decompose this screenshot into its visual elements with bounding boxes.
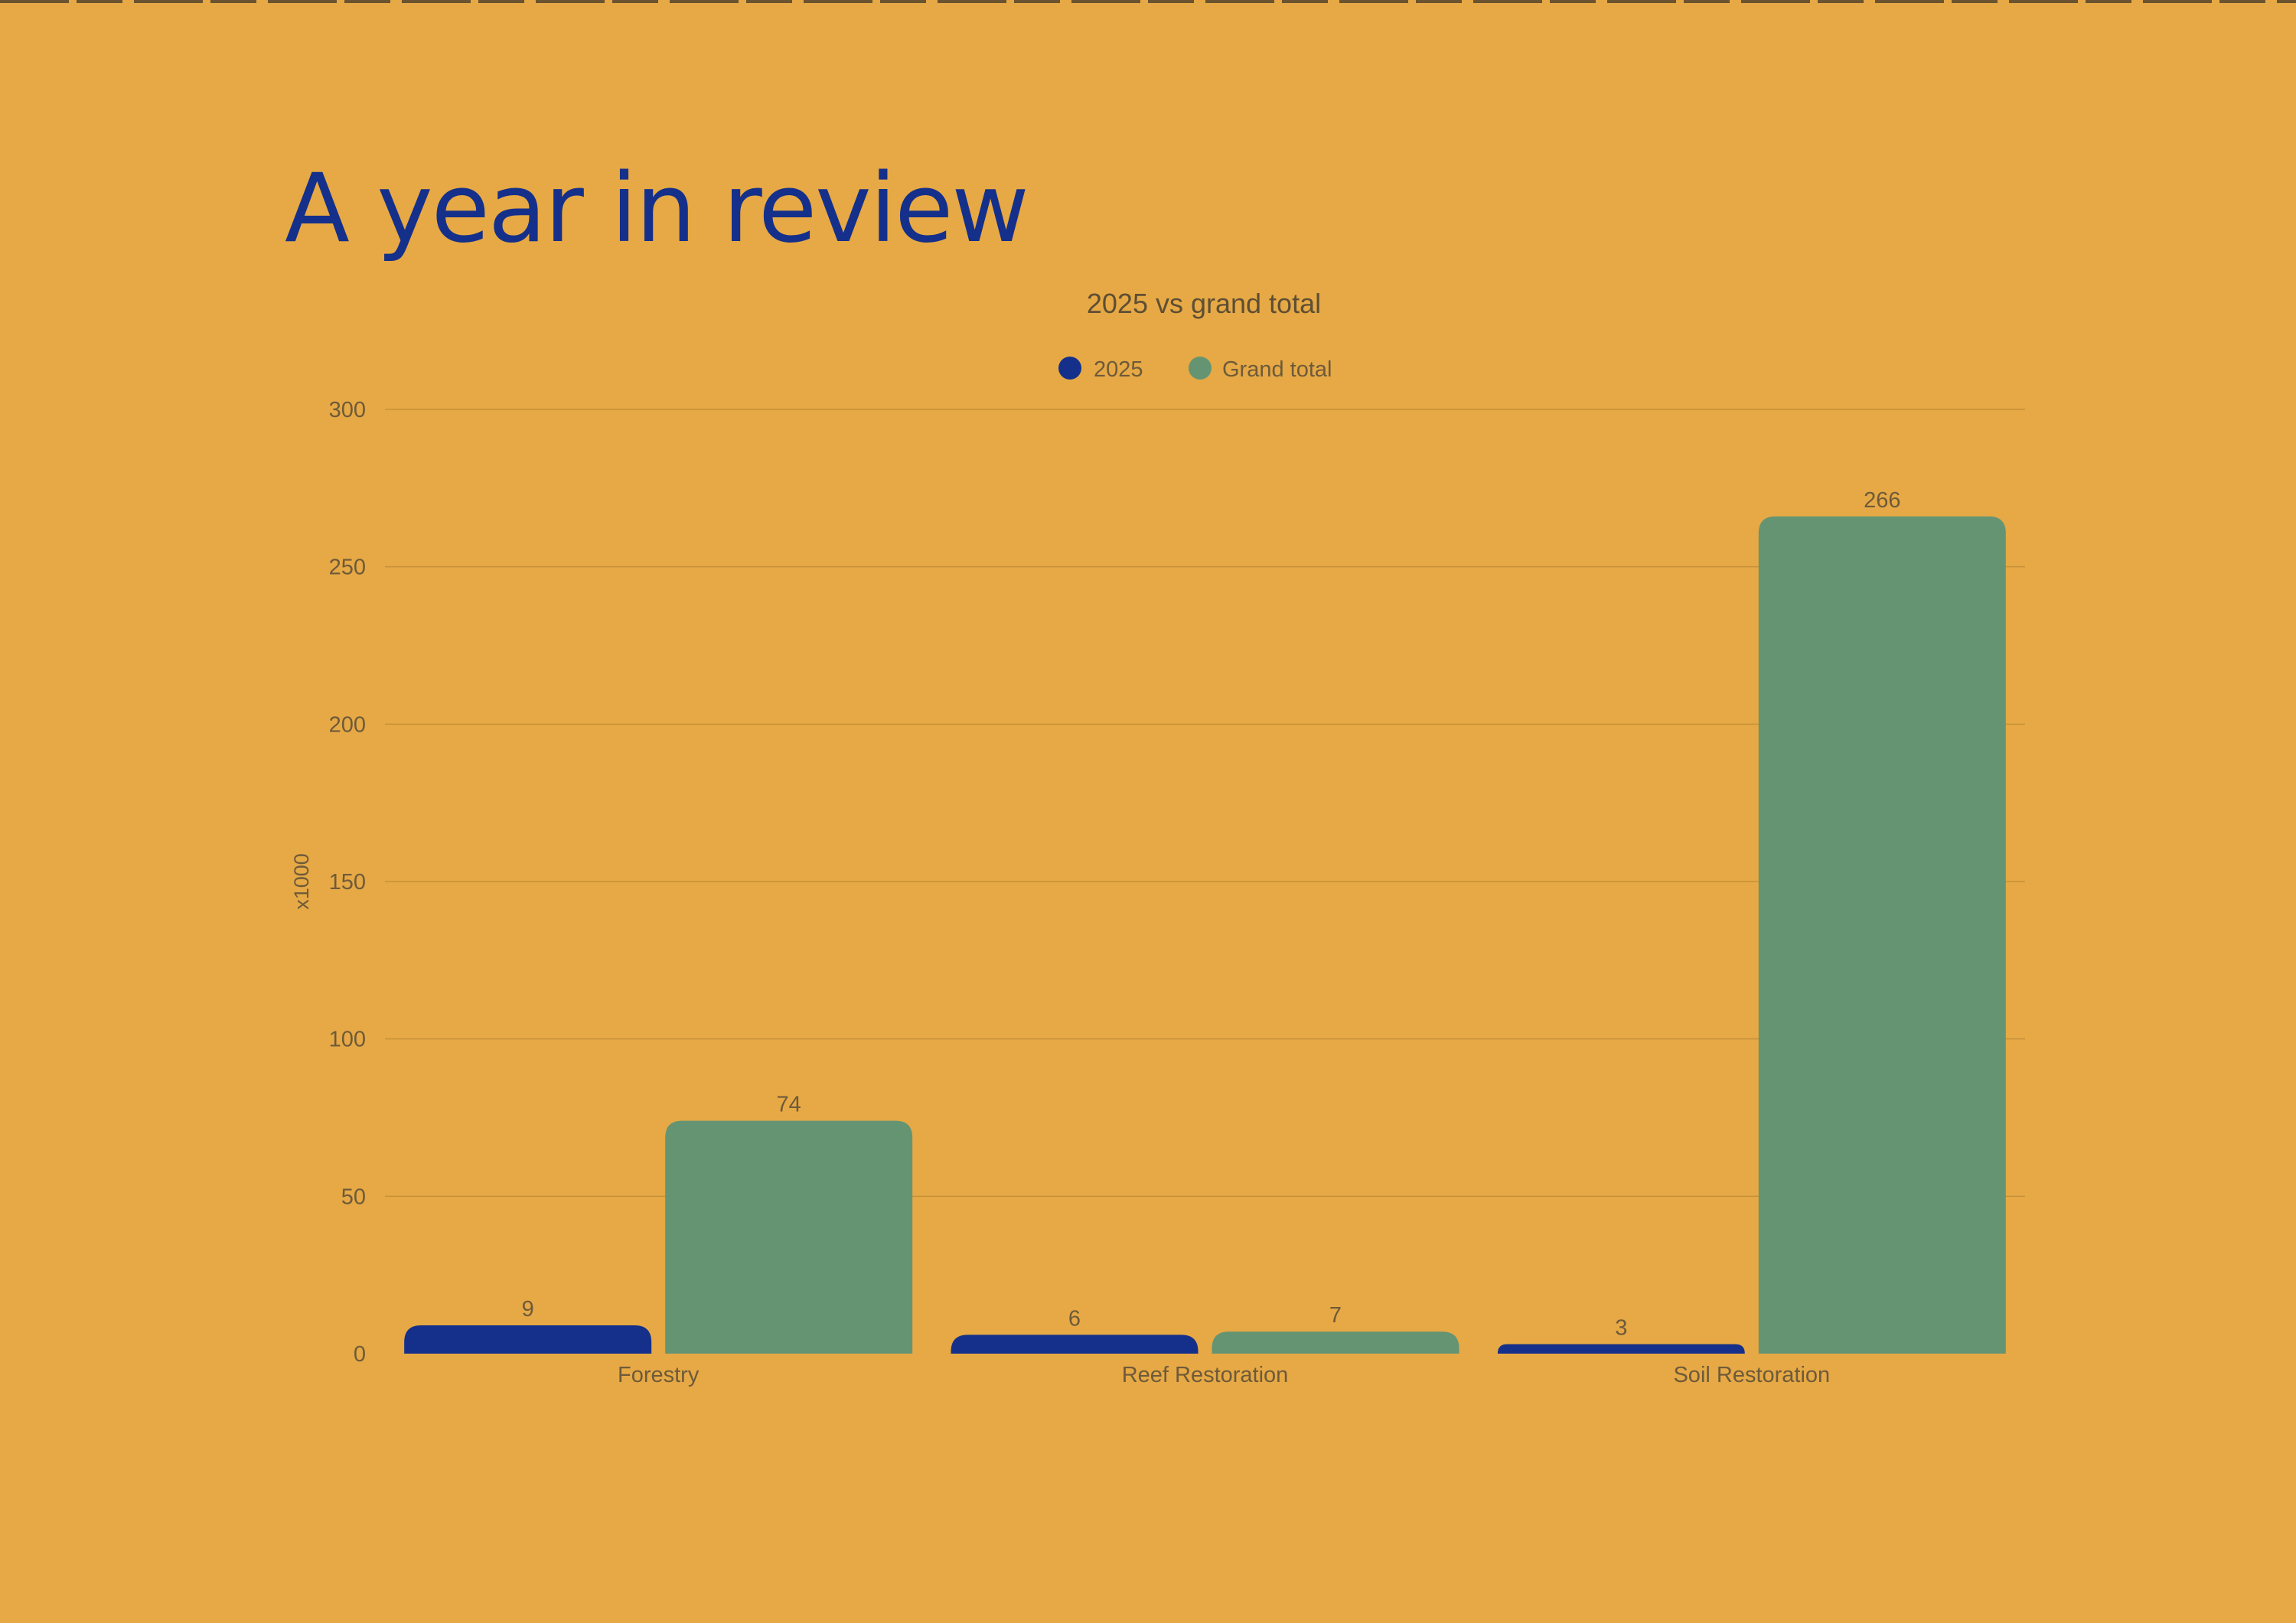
- bar-2025-reef-restoration: [951, 1335, 1199, 1354]
- legend-swatch-icon: [1058, 357, 1081, 380]
- bar-grand-total-soil-restoration: [1758, 516, 2006, 1354]
- page-title: A year in review: [285, 154, 1029, 264]
- data-label: 266: [1864, 488, 1900, 513]
- y-tick-label: 250: [329, 556, 366, 580]
- data-label: 6: [1068, 1306, 1081, 1331]
- y-tick-label: 300: [329, 398, 366, 422]
- bars: [404, 516, 2006, 1354]
- top-decorative-strip: [0, 0, 2296, 3]
- legend[interactable]: 2025 Grand total: [1058, 357, 1332, 382]
- data-labels: 9 74 6 7 3 266: [522, 488, 1901, 1341]
- data-label: 9: [522, 1297, 534, 1322]
- y-tick-label: 100: [329, 1028, 366, 1052]
- x-tick-label: Reef Restoration: [1122, 1363, 1289, 1387]
- x-tick-label: Forestry: [618, 1363, 700, 1387]
- y-axis-label: x1000: [290, 853, 313, 910]
- y-tick-label: 200: [329, 712, 366, 737]
- chart-title: 2025 vs grand total: [1087, 288, 1321, 319]
- y-tick-label: 150: [329, 870, 366, 895]
- bar-grand-total-reef-restoration: [1212, 1331, 1459, 1354]
- data-label: 3: [1615, 1316, 1627, 1341]
- bar-2025-soil-restoration: [1497, 1344, 1745, 1354]
- data-label: 74: [777, 1093, 801, 1117]
- legend-label: 2025: [1094, 357, 1143, 382]
- y-axis-ticks: 0 50 100 150 200 250 300: [329, 398, 366, 1367]
- legend-item-grand-total[interactable]: Grand total: [1189, 357, 1332, 382]
- y-tick-label: 50: [341, 1185, 366, 1209]
- data-label: 7: [1329, 1303, 1342, 1328]
- grid-lines: [385, 409, 2025, 1198]
- bar-2025-forestry: [404, 1325, 652, 1354]
- legend-swatch-icon: [1189, 357, 1212, 380]
- x-tick-label: Soil Restoration: [1673, 1363, 1830, 1387]
- x-axis-ticks: Forestry Reef Restoration Soil Restoration: [618, 1363, 1830, 1387]
- y-tick-label: 0: [354, 1342, 366, 1367]
- bar-grand-total-forestry: [665, 1120, 913, 1354]
- legend-label: Grand total: [1222, 357, 1332, 382]
- legend-item-2025[interactable]: 2025: [1058, 357, 1143, 382]
